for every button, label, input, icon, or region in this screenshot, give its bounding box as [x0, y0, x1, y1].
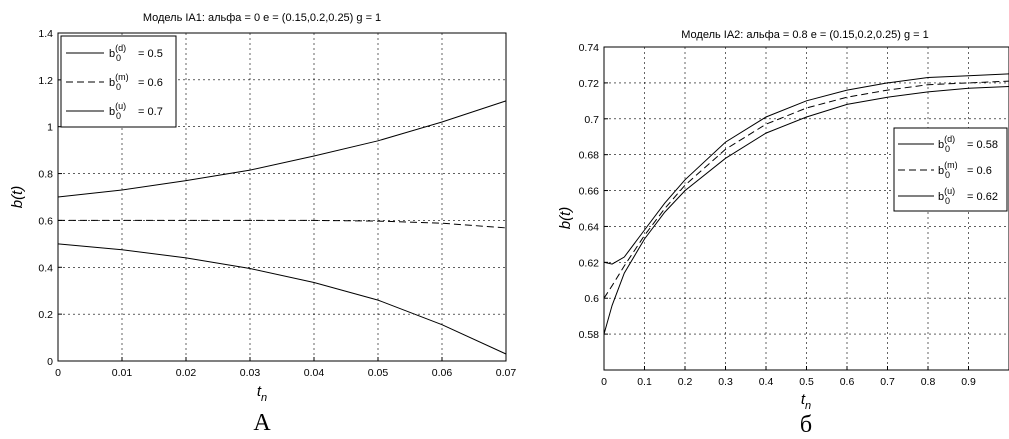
chart-b-y-tick-label: 0.62	[579, 257, 600, 269]
chart-a-x-tick-label: 0	[55, 367, 61, 379]
chart-a-x-tick-label: 0.02	[176, 367, 197, 379]
chart-a-y-tick-label: 1.2	[38, 75, 53, 87]
chart-a-series-1-line	[58, 219, 507, 229]
chart-b-legend-label-0: b(d) 0 = 0.58	[938, 134, 998, 154]
chart-b-x-tick-label: 0	[601, 376, 607, 388]
chart-a-legend-label-1: b(m) 0 = 0.6	[109, 72, 163, 92]
chart-b-series-2-line	[603, 73, 1009, 265]
chart-b-series-1-line	[603, 80, 1009, 299]
chart-b-legend-label-1: b(m) 0 = 0.6	[938, 160, 992, 180]
chart-a-caption: A	[253, 410, 271, 436]
chart-a-y-axis-label: b(t)	[9, 186, 26, 209]
chart-b-ticks: 0 0.1 0.2 0.3 0.4 0.5 0.6 0.7 0.8 0.9 0.58 0.6 0.62 0…	[579, 42, 976, 388]
chart-b-title: Модель IA2: альфа = 0.8 e = (0.15,0.2,0.…	[681, 29, 929, 41]
chart-b-y-tick-label: 0.74	[579, 42, 600, 54]
chart-a-x-axis-label-sub: n	[261, 392, 267, 404]
chart-b-y-tick-label: 0.58	[579, 329, 600, 341]
chart-a-legend: b(d) 0 = 0.5 b(m) 0 = 0.6 b(u) 0 = 0.7	[60, 35, 177, 128]
chart-b-series-0-line	[603, 86, 1009, 335]
chart-a-y-tick-label: 0	[47, 356, 53, 368]
chart-a-x-tick-label: 0.05	[368, 367, 389, 379]
chart-b-x-tick-label: 0.9	[961, 376, 976, 388]
chart-b-y-tick-label: 0.72	[579, 78, 600, 90]
chart-b-x-tick-label: 0.3	[718, 376, 733, 388]
chart-b-y-axis-label: b(t)	[557, 207, 574, 230]
chart-b-y-tick-label: 0.66	[579, 186, 600, 198]
chart-a-x-tick-label: 0.04	[304, 367, 325, 379]
chart-b-x-axis-label: tn	[801, 391, 811, 412]
chart-b-x-tick-label: 0.2	[678, 376, 693, 388]
chart-a-x-tick-label: 0.06	[432, 367, 453, 379]
chart-a-y-tick-label: 0.2	[38, 309, 53, 321]
chart-b-x-tick-label: 0.1	[637, 376, 652, 388]
chart-b-x-tick-label: 0.6	[840, 376, 855, 388]
chart-b-y-tick-label: 0.7	[584, 114, 599, 126]
chart-b-x-tick-label: 0.8	[921, 376, 936, 388]
chart-a-y-tick-label: 1	[47, 122, 53, 134]
chart-b-x-tick-label: 0.5	[799, 376, 814, 388]
chart-a-y-tick-label: 0.4	[38, 262, 53, 274]
chart-a-legend-label-2: b(u) 0 = 0.7	[109, 101, 163, 121]
chart-a-x-axis-label-main: t	[257, 383, 262, 400]
chart-b-x-tick-label: 0.7	[880, 376, 895, 388]
chart-a-title: Модель IA1: альфа = 0 e = (0.15,0.2,0.25…	[143, 12, 381, 24]
chart-a-x-tick-label: 0.07	[496, 367, 517, 379]
chart-b-y-tick-label: 0.64	[579, 221, 600, 233]
chart-b-x-axis-label-main: t	[801, 391, 806, 408]
chart-b-series	[603, 73, 1009, 335]
chart-a-series-0-line	[57, 243, 507, 355]
chart-b-legend: b(d) 0 = 0.58 b(m) 0 = 0.6 b(u) 0 = 0.62	[893, 127, 1008, 212]
chart-b: Модель IA2: альфа = 0.8 e = (0.15,0.2,0.…	[557, 29, 1009, 438]
chart-a-ticks: 0 0.01 0.02 0.03 0.04 0.05 0.06 0.07 0 0.2 0.4 0.6 0…	[38, 28, 516, 379]
chart-a-x-tick-label: 0.01	[112, 367, 133, 379]
chart-a-series	[57, 100, 507, 355]
chart-a-y-tick-label: 0.8	[38, 169, 53, 181]
chart-a-y-tick-label: 0.6	[38, 215, 53, 227]
chart-b-y-tick-label: 0.68	[579, 150, 600, 162]
chart-b-caption: б	[800, 412, 812, 438]
chart-b-x-axis-label-sub: n	[805, 400, 811, 412]
chart-a-x-axis-label: tn	[257, 383, 267, 404]
chart-a-y-tick-label: 1.4	[38, 28, 53, 40]
chart-a-legend-label-0: b(d) 0 = 0.5	[109, 43, 163, 63]
chart-b-legend-label-2: b(u) 0 = 0.62	[938, 186, 998, 206]
chart-a: Модель IA1: альфа = 0 e = (0.15,0.2,0.25…	[9, 12, 516, 436]
chart-a-series-2-line	[57, 100, 507, 198]
chart-b-x-tick-label: 0.4	[759, 376, 774, 388]
chart-a-x-tick-label: 0.03	[240, 367, 261, 379]
chart-b-y-tick-label: 0.6	[584, 293, 599, 305]
